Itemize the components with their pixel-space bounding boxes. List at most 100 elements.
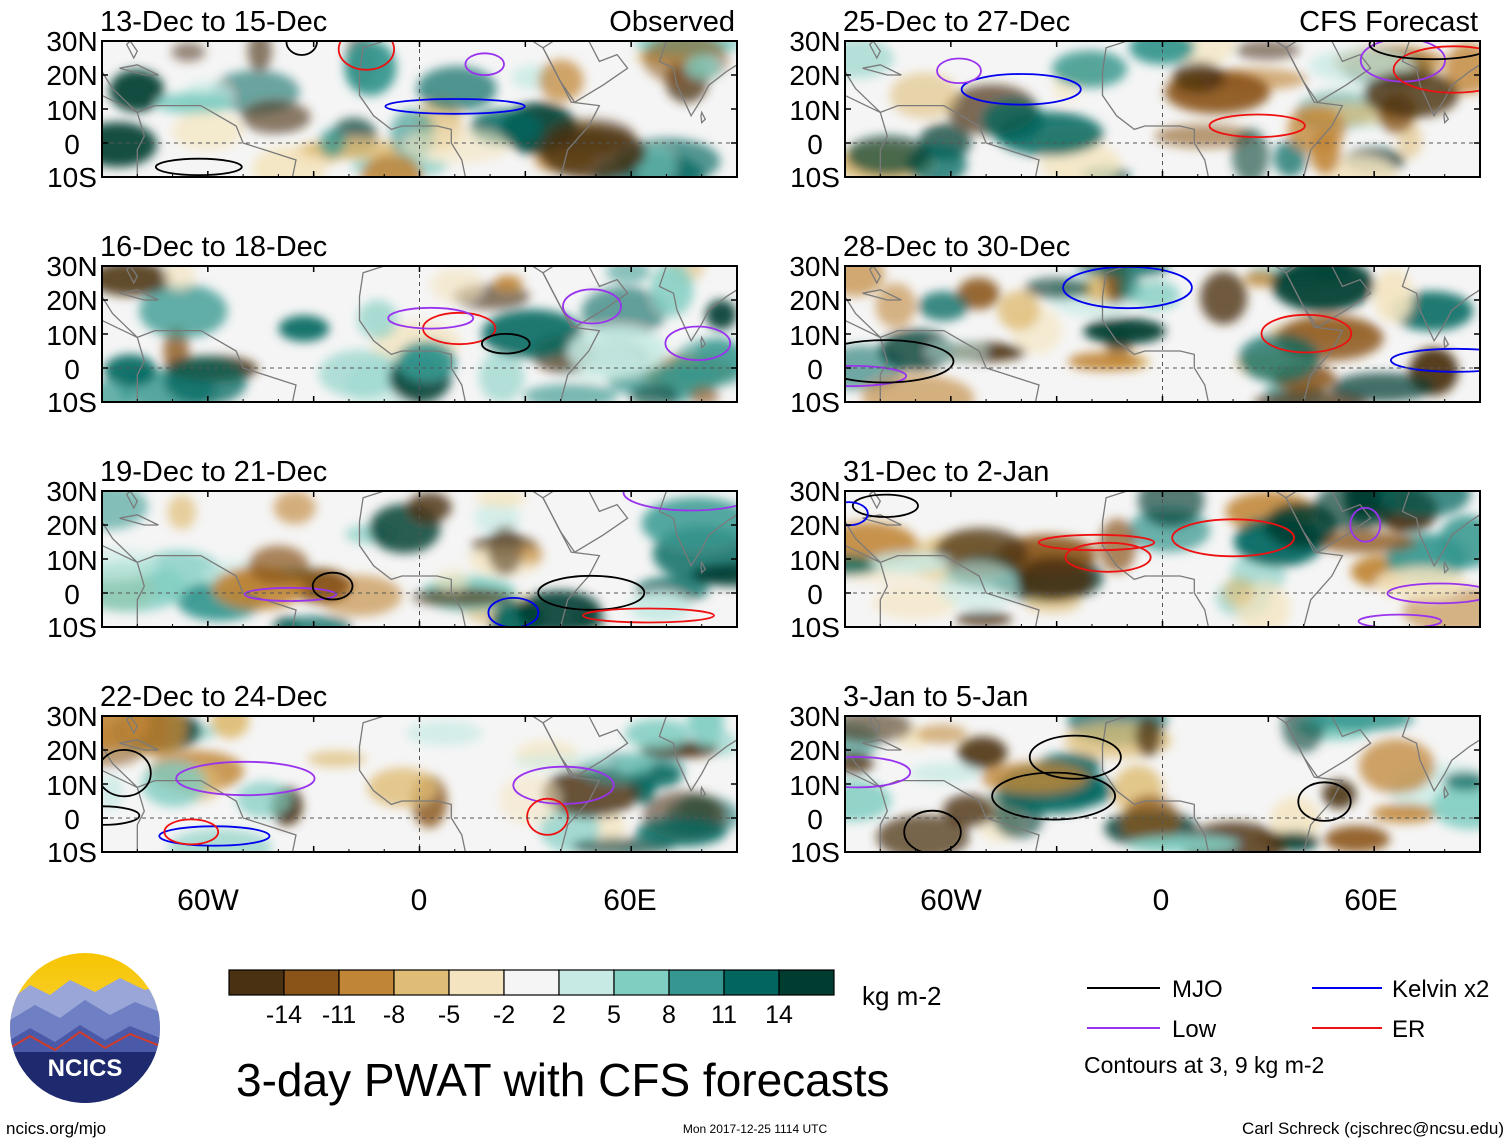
units-label: kg m-2 [862, 981, 941, 1011]
coastline [1443, 560, 1450, 574]
lat-tick-label: 30N [789, 251, 840, 282]
lat-tick-label: 20N [789, 510, 840, 541]
coastline [136, 779, 297, 852]
lat-tick-label: 10S [790, 387, 840, 418]
coastline [658, 716, 737, 793]
panel-date-label: 13-Dec to 15-Dec [100, 6, 327, 38]
wave-contours [936, 41, 1480, 139]
coastline [879, 104, 1040, 177]
column-label: Observed [609, 6, 735, 38]
colorbar-tick-label: -5 [438, 1001, 460, 1029]
coastline [1443, 110, 1450, 124]
lat-tick-label: 10S [47, 387, 97, 418]
coastline [542, 491, 629, 554]
coastline [119, 289, 159, 301]
lat-tick-label: 20N [46, 285, 97, 316]
lon-tick-60e: 60E [603, 884, 656, 917]
coastline [102, 41, 138, 113]
wave-contours [243, 491, 737, 627]
coastline [1285, 41, 1372, 104]
colorbar-swatch [558, 969, 615, 996]
coastline [879, 554, 1040, 627]
lat-tick-label: 10N [46, 545, 97, 576]
colorbar-swatch [338, 969, 395, 996]
wave-contours [845, 734, 1352, 852]
coastline [700, 335, 707, 349]
lat-tick-label: 0 [64, 804, 80, 835]
lat-tick-label: 30N [46, 476, 97, 507]
lat-tick-label: 10S [47, 837, 97, 868]
lat-tick-label: 10S [47, 612, 97, 643]
wave-contours [845, 493, 1480, 627]
colorbar-swatch [228, 969, 285, 996]
lat-tick-label: 0 [64, 579, 80, 610]
colorbar-swatch [778, 969, 835, 996]
colorbar-swatch [503, 969, 560, 996]
panel-date-label: 28-Dec to 30-Dec [843, 231, 1070, 263]
lat-tick-label: 20N [46, 735, 97, 766]
coastline [1101, 491, 1344, 627]
lat-tick-label: 30N [789, 476, 840, 507]
coastline [358, 491, 601, 627]
coastline [358, 716, 601, 852]
coastline [1101, 716, 1344, 852]
lat-tick-label: 10N [46, 770, 97, 801]
lat-tick-label: 20N [46, 510, 97, 541]
coastline [1401, 716, 1480, 793]
coastline [102, 266, 138, 338]
colorbar-tick-label: 14 [765, 1001, 793, 1029]
lat-tick-label: 10S [790, 612, 840, 643]
coastline [1285, 491, 1372, 554]
legend-label-kelvin: Kelvin x2 [1392, 976, 1489, 1003]
lat-tick-label: 20N [789, 285, 840, 316]
colorbar-tick-label: -14 [266, 1001, 302, 1029]
coastline [136, 329, 297, 402]
pwat-anomaly-field [102, 266, 737, 402]
panel-date-label: 31-Dec to 2-Jan [843, 456, 1049, 488]
legend-label-mjo: MJO [1172, 976, 1223, 1003]
panel-date-label: 22-Dec to 24-Dec [100, 681, 327, 713]
coastline [868, 41, 882, 60]
lat-tick-label: 10N [789, 95, 840, 126]
coastline [868, 716, 882, 735]
footer-url: ncics.org/mjo [6, 1119, 106, 1138]
wave-contours [102, 749, 615, 847]
colorbar-tick-label: -8 [383, 1001, 405, 1029]
coastline [1285, 266, 1372, 329]
coastline [868, 266, 882, 285]
colorbar-tick-label: 2 [552, 1001, 566, 1029]
colorbar: -14 -11 -8 -5 -2 2 5 8 11 14 [228, 969, 835, 1029]
legend-label-er: ER [1392, 1016, 1425, 1043]
coastline [1401, 491, 1480, 568]
lon-tick-0: 0 [1153, 884, 1170, 917]
coastline [542, 266, 629, 329]
lat-tick-label: 20N [789, 735, 840, 766]
lon-tick-0: 0 [411, 884, 428, 917]
lat-tick-label: 10S [790, 162, 840, 193]
pwat-anomaly-field [845, 41, 1480, 177]
panel-date-label: 25-Dec to 27-Dec [843, 6, 1070, 38]
lon-axis-right: 60W 0 60E [920, 884, 1398, 917]
lat-tick-label: 10N [46, 320, 97, 351]
coastline [1101, 41, 1344, 177]
footer-author: Carl Schreck (cjschrec@ncsu.edu) [1242, 1119, 1504, 1138]
colorbar-tick-label: 11 [711, 1001, 737, 1029]
colorbar-swatch [723, 969, 780, 996]
coastline [845, 41, 881, 113]
coastline [125, 491, 139, 510]
coastline [136, 554, 297, 627]
lat-tick-label: 10N [46, 95, 97, 126]
panel-date-label: 16-Dec to 18-Dec [100, 231, 327, 263]
coastline [119, 739, 159, 751]
coastline [879, 779, 1040, 852]
lat-tick-label: 0 [807, 354, 823, 385]
lat-tick-label: 20N [46, 60, 97, 91]
column-label: CFS Forecast [1299, 6, 1478, 38]
coastline [845, 266, 881, 338]
